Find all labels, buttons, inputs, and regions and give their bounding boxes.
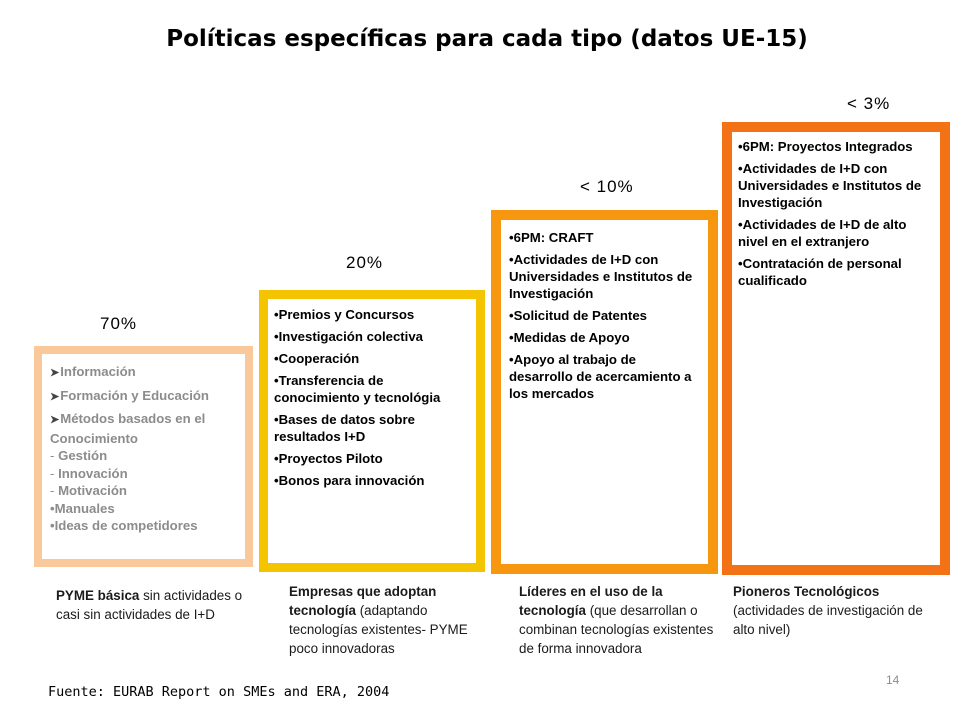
list-item: •Premios y Concursos bbox=[274, 307, 415, 322]
list-item: •Cooperación bbox=[274, 351, 360, 366]
caption-adopters: Empresas que adoptan tecnología (adaptan… bbox=[289, 584, 468, 656]
page-number: 14 bbox=[886, 673, 900, 687]
list-item: •Actividades de I+D de alto nivel en el … bbox=[738, 217, 907, 249]
arrow-bullet-icon: ➤ bbox=[50, 390, 60, 403]
percent-label-1: 70% bbox=[100, 314, 138, 333]
slide-title: Políticas específicas para cada tipo (da… bbox=[166, 26, 808, 52]
list-item: •Solicitud de Patentes bbox=[509, 308, 647, 323]
list-item: •Actividades de I+D con Universidades e … bbox=[738, 161, 922, 210]
caption-basic-sme: PYME básica sin actividades o casi sin a… bbox=[56, 588, 243, 622]
policy-box-basic-sme: ➤Información ➤Formación y Educación ➤Mét… bbox=[34, 346, 253, 567]
percent-label-4: < 3% bbox=[847, 94, 891, 113]
list-item: •Transferencia de conocimiento y tecnoló… bbox=[274, 373, 441, 405]
list-item: - Motivación bbox=[50, 483, 127, 498]
list-item: •Apoyo al trabajo de desarrollo de acerc… bbox=[509, 352, 692, 401]
arrow-bullet-icon: ➤ bbox=[50, 367, 60, 379]
caption-pioneers: Pioneros Tecnológicos (actividades de inv… bbox=[733, 584, 923, 637]
policy-box-adopters: •Premios y Concursos •Investigación cole… bbox=[259, 290, 485, 572]
list-item: •Manuales bbox=[50, 500, 115, 516]
list-item: •Contratación de personal cualificado bbox=[738, 256, 902, 288]
list-item: •Bases de datos sobre resultados I+D bbox=[274, 412, 415, 444]
list-item: •Proyectos Piloto bbox=[274, 451, 383, 466]
policy-box-leaders: •6PM: CRAFT •Actividades de I+D con Univ… bbox=[491, 210, 718, 574]
policy-box-pioneers: •6PM: Proyectos Integrados •Actividades … bbox=[722, 122, 950, 575]
list-item: •Actividades de I+D con Universidades e … bbox=[509, 252, 693, 301]
list-item: ➤Métodos basados en el Conocimiento bbox=[50, 411, 206, 446]
list-item: •6PM: CRAFT bbox=[509, 230, 594, 245]
list-item: •Investigación colectiva bbox=[274, 329, 424, 344]
list-item: •6PM: Proyectos Integrados bbox=[738, 139, 913, 154]
list-item: ➤Formación y Educación bbox=[50, 387, 209, 403]
list-item: - Gestión bbox=[50, 448, 108, 463]
arrow-bullet-icon: ➤ bbox=[50, 414, 60, 426]
list-item: ➤Información bbox=[50, 364, 136, 379]
percent-label-3: < 10% bbox=[580, 177, 634, 196]
percent-label-2: 20% bbox=[346, 253, 384, 272]
list-item: •Ideas de competidores bbox=[50, 518, 198, 533]
caption-leaders: Líderes en el uso de la tecnología (que … bbox=[519, 584, 714, 656]
list-item: - Innovación bbox=[50, 465, 128, 481]
list-item: •Bonos para innovación bbox=[274, 473, 425, 488]
source-note: Fuente: EURAB Report on SMEs and ERA, 20… bbox=[48, 684, 390, 700]
list-item: •Medidas de Apoyo bbox=[509, 330, 630, 345]
